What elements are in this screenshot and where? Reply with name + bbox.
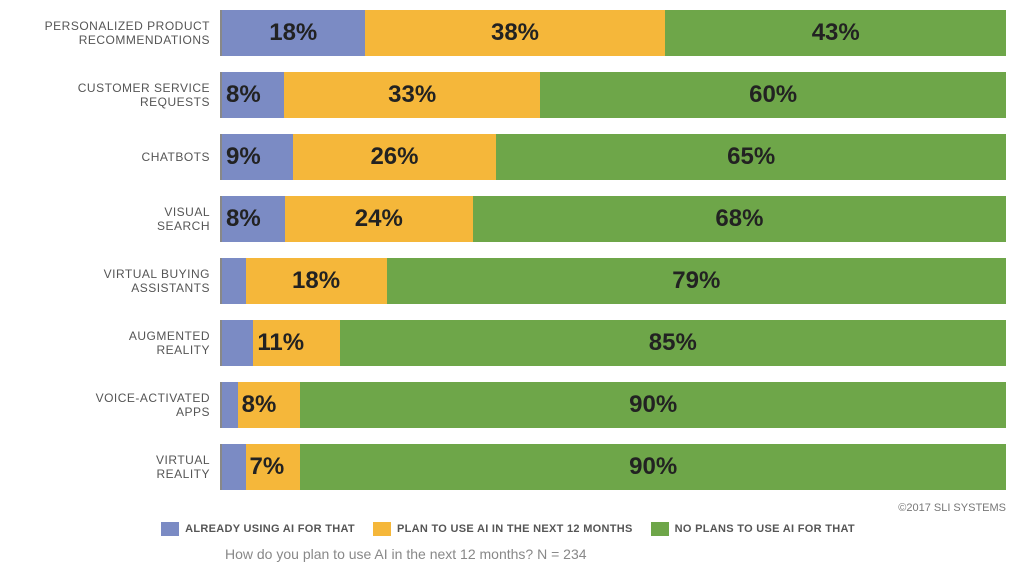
legend-swatch [651,522,669,536]
bar-segment: 38% [365,10,666,56]
bar-segment: 68% [473,196,1006,242]
chart-row: AUGMENTEDREALITY 11% 85% [10,320,1006,366]
stacked-bar-chart: PERSONALIZED PRODUCTRECOMMENDATIONS 18% 38… [10,10,1006,506]
bar-segment: 11% [253,320,339,366]
bar-segment: 60% [540,72,1006,118]
bar-value-label: 85% [649,329,697,357]
bar-value-label: 68% [715,205,763,233]
bar-segment: 7% [246,444,301,490]
bar-value-label: 8% [238,391,277,419]
bar-value-label: 18% [269,19,317,47]
legend-swatch [373,522,391,536]
chart-legend: ALREADY USING AI FOR THAT PLAN TO USE AI … [10,522,1006,536]
chart-caption: How do you plan to use AI in the next 12… [225,546,1006,562]
chart-row: VIRTUAL BUYINGASSISTANTS 18% 79% [10,258,1006,304]
bar-value-label: 24% [355,205,403,233]
bar-segment: 79% [387,258,1006,304]
category-label: VIRTUAL BUYINGASSISTANTS [10,258,220,304]
bar-track: 8% 33% 60% [220,72,1006,118]
bar-value-label: 9% [222,143,261,171]
category-label: VIRTUALREALITY [10,444,220,490]
category-label: VOICE-ACTIVATEDAPPS [10,382,220,428]
copyright-text: ©2017 SLI SYSTEMS [10,502,1006,514]
bar-value-label: 38% [491,19,539,47]
bar-segment: 65% [496,134,1006,180]
bar-track: 18% 38% 43% [220,10,1006,56]
bar-segment: 8% [238,382,301,428]
bar-value-label: 33% [388,81,436,109]
chart-row: VIRTUALREALITY 7% 90% [10,444,1006,490]
category-label: VISUALSEARCH [10,196,220,242]
bar-segment [222,258,246,304]
chart-row: CUSTOMER SERVICEREQUESTS8% 33% 60% [10,72,1006,118]
chart-row: VISUALSEARCH8% 24% 68% [10,196,1006,242]
legend-swatch [161,522,179,536]
bar-value-label: 90% [629,391,677,419]
bar-value-label: 8% [222,81,261,109]
category-label: PERSONALIZED PRODUCTRECOMMENDATIONS [10,10,220,56]
bar-segment [222,320,253,366]
bar-segment: 33% [284,72,540,118]
bar-value-label: 65% [727,143,775,171]
category-label: CUSTOMER SERVICEREQUESTS [10,72,220,118]
legend-item: NO PLANS TO USE AI FOR THAT [651,522,855,536]
bar-track: 7% 90% [220,444,1006,490]
bar-value-label: 11% [253,329,304,357]
bar-value-label: 7% [246,453,285,481]
bar-segment: 8% [222,196,285,242]
chart-row: VOICE-ACTIVATEDAPPS 8% 90% [10,382,1006,428]
bar-segment: 18% [222,10,365,56]
bar-segment: 26% [293,134,497,180]
category-label: AUGMENTEDREALITY [10,320,220,366]
bar-segment: 85% [340,320,1006,366]
bar-track: 8% 90% [220,382,1006,428]
bar-value-label: 18% [292,267,340,295]
bar-value-label: 43% [812,19,860,47]
bar-segment [222,382,238,428]
legend-label: PLAN TO USE AI IN THE NEXT 12 MONTHS [397,523,633,535]
legend-item: PLAN TO USE AI IN THE NEXT 12 MONTHS [373,522,633,536]
bar-value-label: 8% [222,205,261,233]
bar-value-label: 79% [672,267,720,295]
bar-segment: 43% [665,10,1006,56]
bar-track: 8% 24% 68% [220,196,1006,242]
legend-label: ALREADY USING AI FOR THAT [185,523,355,535]
bar-segment: 24% [285,196,473,242]
bar-segment: 18% [246,258,387,304]
bar-value-label: 60% [749,81,797,109]
bar-track: 18% 79% [220,258,1006,304]
bar-segment [222,444,246,490]
bar-value-label: 90% [629,453,677,481]
bar-track: 11% 85% [220,320,1006,366]
chart-row: CHATBOTS9% 26% 65% [10,134,1006,180]
bar-segment: 90% [300,382,1006,428]
bar-segment: 9% [222,134,293,180]
bar-track: 9% 26% 65% [220,134,1006,180]
category-label: CHATBOTS [10,134,220,180]
bar-value-label: 26% [370,143,418,171]
legend-label: NO PLANS TO USE AI FOR THAT [675,523,855,535]
bar-segment: 90% [300,444,1006,490]
bar-segment: 8% [222,72,284,118]
legend-item: ALREADY USING AI FOR THAT [161,522,355,536]
chart-row: PERSONALIZED PRODUCTRECOMMENDATIONS 18% 38… [10,10,1006,56]
